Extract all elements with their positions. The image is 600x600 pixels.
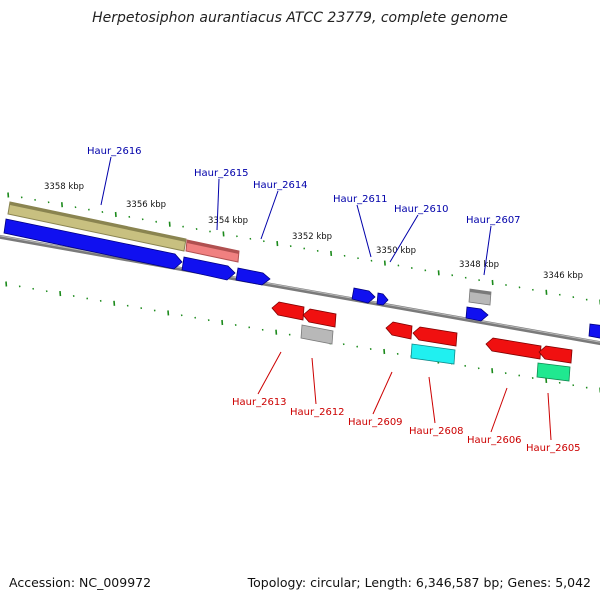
accession-text: Accession: NC_009972 [9,575,152,590]
gene-label-haur-2607[interactable]: Haur_2607 [466,215,521,226]
gene-label-haur-2616[interactable]: Haur_2616 [87,146,142,157]
map-title: Herpetosiphon aurantiacus ATCC 23779, co… [92,10,508,26]
gene-haur-2608-arrow[interactable] [412,326,458,347]
gene-haur-2612-arrow[interactable] [302,308,337,328]
gene-label-haur-2612[interactable]: Haur_2612 [290,407,345,418]
leader-haur-2613 [257,351,282,395]
gene-haur-2605-arrow[interactable] [538,345,573,364]
scale-label-3346: 3346 kbp [543,271,583,281]
gene-label-haur-2609[interactable]: Haur_2609 [348,417,403,428]
genome-backbone [0,234,600,346]
gene-haur-2610-arrow[interactable] [376,292,389,306]
scale-label-3356: 3356 kbp [126,200,166,210]
leader-haur-2607 [483,225,492,276]
leader-haur-2609 [372,371,393,415]
scale-ticks-top [7,192,600,305]
feature-pink-edge [187,240,239,254]
scale-label-3354: 3354 kbp [208,216,248,226]
gene-haur-2614-arrow[interactable] [235,267,271,286]
gene-haur-2611-arrow[interactable] [351,287,376,304]
scale-label-3352: 3352 kbp [292,232,332,242]
scale-label-3358: 3358 kbp [44,182,84,192]
feature-gray-reverse[interactable] [300,324,334,345]
genome-summary-text: Topology: circular; Length: 6,346,587 bp… [247,575,591,590]
scale-label-3348: 3348 kbp [459,260,499,270]
leader-haur-2606 [490,387,508,433]
gene-label-haur-2615[interactable]: Haur_2615 [194,168,249,179]
leader-haur-2608 [428,376,436,424]
gene-label-haur-2610[interactable]: Haur_2610 [394,204,449,215]
gene-haur-2609-arrow[interactable] [385,321,413,340]
gene-edge-right-arrow[interactable] [588,323,600,339]
leader-haur-2616 [100,156,112,206]
leader-haur-2612 [311,357,317,405]
feature-cyan[interactable] [410,343,456,365]
gene-label-haur-2606[interactable]: Haur_2606 [467,435,522,446]
leader-haur-2610 [389,214,419,263]
gene-label-haur-2611[interactable]: Haur_2611 [333,194,388,205]
gene-label-haur-2605[interactable]: Haur_2605 [526,443,581,454]
gene-haur-2615-arrow[interactable] [181,256,236,281]
feature-green[interactable] [536,362,571,382]
leader-haur-2605 [547,392,552,441]
feature-olive-long-edge [10,202,186,242]
gene-haur-2613-arrow[interactable] [271,301,305,321]
feature-gray-forward-edge [470,289,491,295]
gene-haur-2616-arrow[interactable] [3,218,183,270]
gene-haur-2606-arrow[interactable] [485,337,542,360]
gene-haur-2607-arrow[interactable] [465,306,489,322]
gene-label-haur-2613[interactable]: Haur_2613 [232,397,287,408]
leader-haur-2614 [260,190,279,240]
leader-haur-2615 [216,178,220,231]
gene-label-haur-2614[interactable]: Haur_2614 [253,180,308,191]
leader-haur-2611 [356,204,372,258]
gene-label-haur-2608[interactable]: Haur_2608 [409,426,464,437]
